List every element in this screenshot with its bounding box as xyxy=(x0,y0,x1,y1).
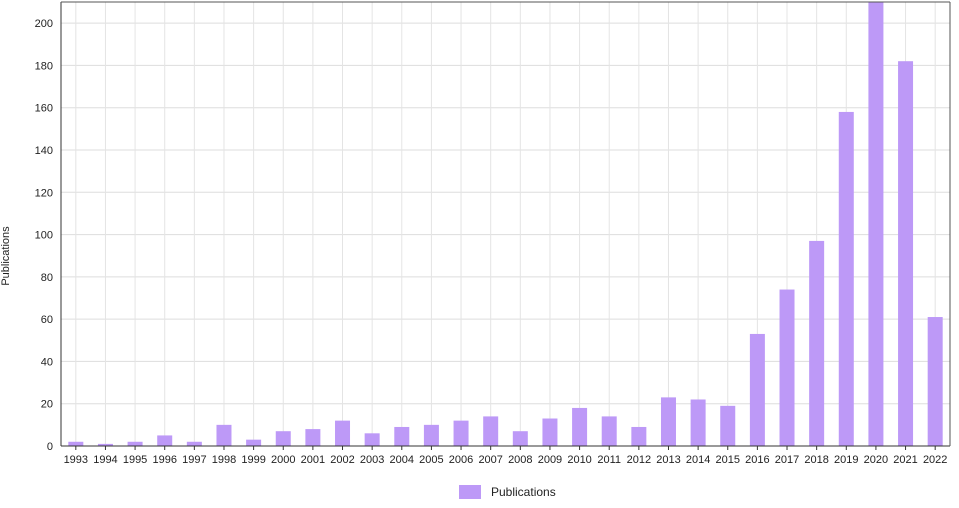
bar-1996[interactable] xyxy=(157,435,173,446)
y-tick-label: 140 xyxy=(35,145,53,157)
bar-2002[interactable] xyxy=(335,420,351,446)
bar-1993[interactable] xyxy=(68,441,84,446)
x-tick-label: 1999 xyxy=(241,454,265,466)
bar-2014[interactable] xyxy=(690,399,706,446)
x-tick-labels: 1993 1994 1995 1996 1997 1998 1999 2000 2001 2002… xyxy=(64,454,948,466)
y-tick-label: 0 xyxy=(47,441,53,453)
x-tick-label: 2016 xyxy=(745,454,769,466)
x-tick-label: 1996 xyxy=(152,454,176,466)
y-axis-title: Publications xyxy=(0,226,12,286)
bar-2000[interactable] xyxy=(275,431,291,446)
bar-2022[interactable] xyxy=(927,317,943,446)
x-tick-label: 2001 xyxy=(301,454,325,466)
x-tick-label: 2018 xyxy=(804,454,828,466)
bar-1995[interactable] xyxy=(127,441,143,446)
y-tick-label: 80 xyxy=(41,272,53,284)
x-tick-label: 2013 xyxy=(656,454,680,466)
bar-1999[interactable] xyxy=(246,439,262,446)
x-tick-label: 2009 xyxy=(538,454,562,466)
bar-2005[interactable] xyxy=(423,424,439,446)
y-tick-label: 40 xyxy=(41,356,53,368)
bar-2004[interactable] xyxy=(394,426,410,446)
x-tick-label: 2022 xyxy=(923,454,947,466)
x-tick-label: 2008 xyxy=(508,454,532,466)
y-tick-label: 200 xyxy=(35,18,53,30)
x-tick-label: 2020 xyxy=(864,454,888,466)
bar-2007[interactable] xyxy=(483,416,499,446)
bar-2012[interactable] xyxy=(631,426,647,446)
bar-2010[interactable] xyxy=(572,407,588,446)
y-tick-label: 180 xyxy=(35,60,53,72)
bar-2016[interactable] xyxy=(749,333,765,446)
y-tick-labels: 0 20 40 60 80 100 120 140 160 180 200 xyxy=(35,18,53,453)
bar-2020[interactable] xyxy=(868,2,884,446)
x-tick-label: 2002 xyxy=(330,454,354,466)
x-tick-label: 2003 xyxy=(360,454,384,466)
bar-2001[interactable] xyxy=(305,429,321,446)
x-tick-label: 2015 xyxy=(716,454,740,466)
x-tick-label: 2005 xyxy=(419,454,443,466)
x-tick-label: 2007 xyxy=(478,454,502,466)
bar-2018[interactable] xyxy=(809,240,825,446)
x-tick-label: 2019 xyxy=(834,454,858,466)
legend[interactable]: Publications xyxy=(459,485,556,499)
y-tick-label: 60 xyxy=(41,314,53,326)
bar-2015[interactable] xyxy=(720,405,736,446)
bar-2006[interactable] xyxy=(453,420,469,446)
x-tick-label: 1998 xyxy=(212,454,236,466)
bar-1997[interactable] xyxy=(186,441,202,446)
bar-2021[interactable] xyxy=(898,61,914,446)
y-tick-label: 160 xyxy=(35,103,53,115)
x-tick-label: 2010 xyxy=(567,454,591,466)
x-tick-label: 2017 xyxy=(775,454,799,466)
bars xyxy=(68,2,943,446)
x-tick-label: 2006 xyxy=(449,454,473,466)
legend-label: Publications xyxy=(491,485,556,499)
x-tick-label: 2004 xyxy=(390,454,414,466)
bar-1998[interactable] xyxy=(216,424,232,446)
x-tick-label: 2000 xyxy=(271,454,295,466)
axes xyxy=(60,1,951,450)
bar-1994[interactable] xyxy=(97,443,113,446)
bar-2003[interactable] xyxy=(364,433,380,446)
x-tick-label: 1994 xyxy=(93,454,117,466)
bar-2009[interactable] xyxy=(542,418,558,446)
x-tick-label: 2011 xyxy=(597,454,621,466)
y-tick-label: 100 xyxy=(35,230,53,242)
x-tick-label: 1993 xyxy=(64,454,88,466)
legend-swatch xyxy=(459,485,481,499)
y-tick-label: 20 xyxy=(41,399,53,411)
x-tick-label: 1995 xyxy=(123,454,147,466)
x-tick-label: 2014 xyxy=(686,454,710,466)
bar-2013[interactable] xyxy=(660,397,676,446)
bar-2011[interactable] xyxy=(601,416,617,446)
bar-2019[interactable] xyxy=(838,111,854,446)
x-tick-label: 1997 xyxy=(182,454,206,466)
y-tick-label: 120 xyxy=(35,187,53,199)
bar-2008[interactable] xyxy=(512,431,528,446)
x-tick-label: 2012 xyxy=(627,454,651,466)
bar-2017[interactable] xyxy=(779,289,795,446)
x-tick-label: 2021 xyxy=(893,454,917,466)
